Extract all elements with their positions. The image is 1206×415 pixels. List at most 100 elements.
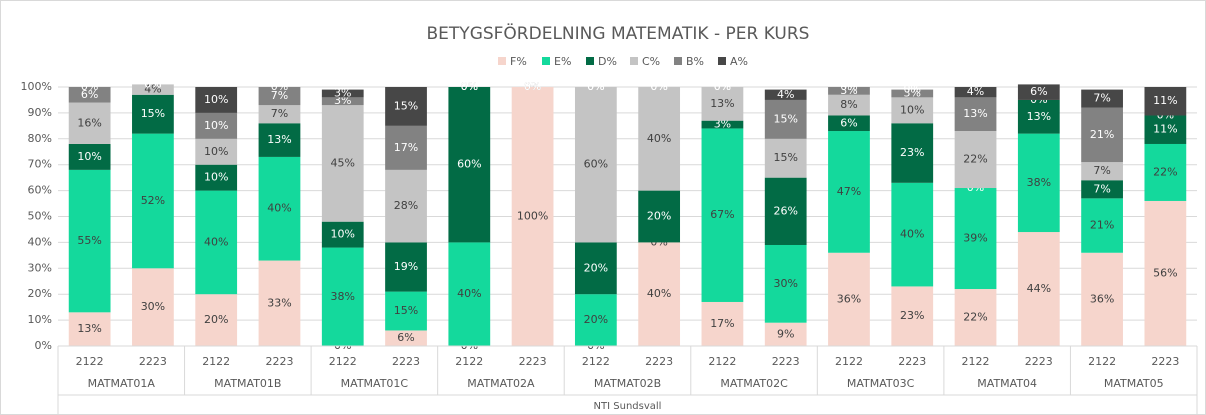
bar-segment: [828, 131, 870, 253]
data-label: 33%: [267, 296, 291, 309]
data-label: 44%: [1027, 282, 1051, 295]
data-label: 40%: [900, 228, 924, 241]
data-label: 22%: [963, 311, 987, 324]
data-label: 0%: [524, 80, 541, 93]
bar-segment: [891, 123, 934, 183]
data-label: 38%: [1027, 176, 1051, 189]
legend-swatch: [498, 57, 506, 65]
group-label: MATMAT02C: [720, 377, 788, 390]
data-label: 0%: [650, 80, 667, 93]
bar-segment: [1017, 133, 1060, 233]
data-label: 6%: [1030, 85, 1047, 98]
bar-segment: [258, 156, 301, 261]
y-tick-label: 0%: [35, 339, 52, 352]
data-label: 15%: [394, 99, 418, 112]
data-label: 36%: [1090, 292, 1114, 305]
bar-segment: [764, 99, 807, 139]
y-tick-label: 20%: [28, 287, 52, 300]
bar-segment: [132, 268, 174, 346]
x-tick-label: 2122: [962, 355, 990, 368]
data-label: 15%: [773, 112, 797, 125]
data-label: 16%: [77, 116, 101, 129]
bar-segment: [321, 97, 364, 106]
bar-segment: [511, 87, 554, 346]
y-tick-label: 70%: [28, 158, 52, 171]
group-label: MATMAT03C: [847, 377, 915, 390]
x-tick-label: 2223: [645, 355, 673, 368]
x-tick-label: 2122: [1088, 355, 1116, 368]
x-tick-label: 2122: [455, 355, 483, 368]
data-label: 60%: [457, 158, 481, 171]
data-label: 21%: [1090, 128, 1114, 141]
data-label: 38%: [331, 290, 355, 303]
data-label: 10%: [204, 119, 228, 132]
chart-title: BETYGSFÖRDELNING MATEMATIK - PER KURS: [427, 22, 810, 44]
bar-segment: [132, 133, 174, 269]
legend-label: B%: [686, 55, 704, 68]
data-label: 0%: [904, 83, 921, 96]
legend-swatch: [586, 57, 594, 65]
bar-segment: [954, 87, 997, 98]
data-label: 0%: [524, 80, 541, 93]
x-tick-label: 2122: [835, 355, 863, 368]
legend-swatch: [542, 57, 550, 65]
y-tick-label: 80%: [28, 132, 52, 145]
legend-label: F%: [510, 55, 527, 68]
data-label: 7%: [1093, 182, 1110, 195]
data-label: 4%: [144, 83, 161, 96]
data-label: 55%: [77, 234, 101, 247]
supergroup-label: NTI Sundsvall: [594, 401, 662, 412]
group-label: MATMAT02B: [594, 377, 661, 390]
bar-segment: [258, 105, 301, 124]
data-label: 7%: [1093, 92, 1110, 105]
bar-segment: [828, 87, 870, 95]
bar-segment: [385, 242, 427, 292]
bar-segment: [954, 97, 997, 132]
data-label: 36%: [837, 292, 861, 305]
group-label: MATMAT01A: [88, 377, 156, 390]
bar-segment: [701, 301, 744, 346]
bar-segment: [1081, 198, 1123, 253]
bar-segment: [891, 97, 934, 124]
bar-segment: [891, 182, 934, 287]
data-label: 10%: [77, 150, 101, 163]
bar-segment: [574, 294, 617, 346]
bar-segment: [1017, 232, 1060, 346]
x-tick-label: 2122: [708, 355, 736, 368]
data-label: 13%: [1027, 110, 1051, 123]
group-label: MATMAT01B: [214, 377, 281, 390]
bar-segment: [321, 221, 364, 248]
data-label: 3%: [714, 118, 731, 131]
bar-segment: [258, 87, 301, 106]
group-label: MATMAT05: [1104, 377, 1164, 390]
data-label: 0%: [587, 80, 604, 93]
data-label: 100%: [517, 210, 548, 223]
data-label: 13%: [77, 322, 101, 335]
data-label: 3%: [840, 84, 857, 97]
data-label: 17%: [394, 141, 418, 154]
data-label: 9%: [777, 327, 794, 340]
bar-segment: [1017, 84, 1060, 100]
data-label: 26%: [773, 204, 797, 217]
data-label: 13%: [267, 133, 291, 146]
bar-segment: [891, 286, 934, 346]
data-label: 47%: [837, 185, 861, 198]
data-label: 15%: [394, 304, 418, 317]
bar-segment: [195, 164, 238, 191]
y-tick-label: 40%: [28, 235, 52, 248]
bar-segment: [954, 289, 997, 346]
data-label: 4%: [777, 88, 794, 101]
data-label: 40%: [457, 287, 481, 300]
legend-label: D%: [598, 55, 617, 68]
bar-segment: [68, 87, 111, 103]
legend-swatch: [674, 57, 682, 65]
data-label: 28%: [394, 199, 418, 212]
x-tick-label: 2122: [582, 355, 610, 368]
bar-segment: [68, 102, 111, 144]
data-label: 17%: [710, 317, 734, 330]
y-tick-label: 30%: [28, 261, 52, 274]
legend-label: A%: [730, 55, 748, 68]
legend-label: E%: [554, 55, 571, 68]
data-label: 67%: [710, 208, 734, 221]
bar-segment: [1144, 115, 1187, 144]
